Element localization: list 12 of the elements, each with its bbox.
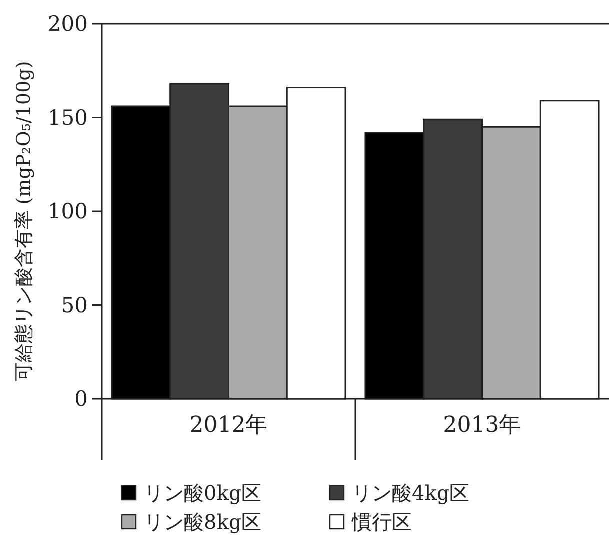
legend-label: 慣行区 [351,510,412,534]
y-tick-label: 50 [61,293,88,318]
y-tick-label: 200 [48,12,88,36]
legend-label: リン酸0kg区 [144,481,262,505]
y-tick-label: 150 [48,106,88,130]
legend-label: リン酸8kg区 [144,510,262,534]
y-tick-label: 100 [48,200,88,224]
y-tick-label: 0 [74,387,88,411]
x-tick-label: 2012年 [190,413,268,438]
legend-label: リン酸4kg区 [352,481,470,505]
y-axis-title: 可給態リン酸含有率 (mgP₂O₅/100g) [13,61,35,382]
x-tick-label: 2013年 [443,413,522,438]
